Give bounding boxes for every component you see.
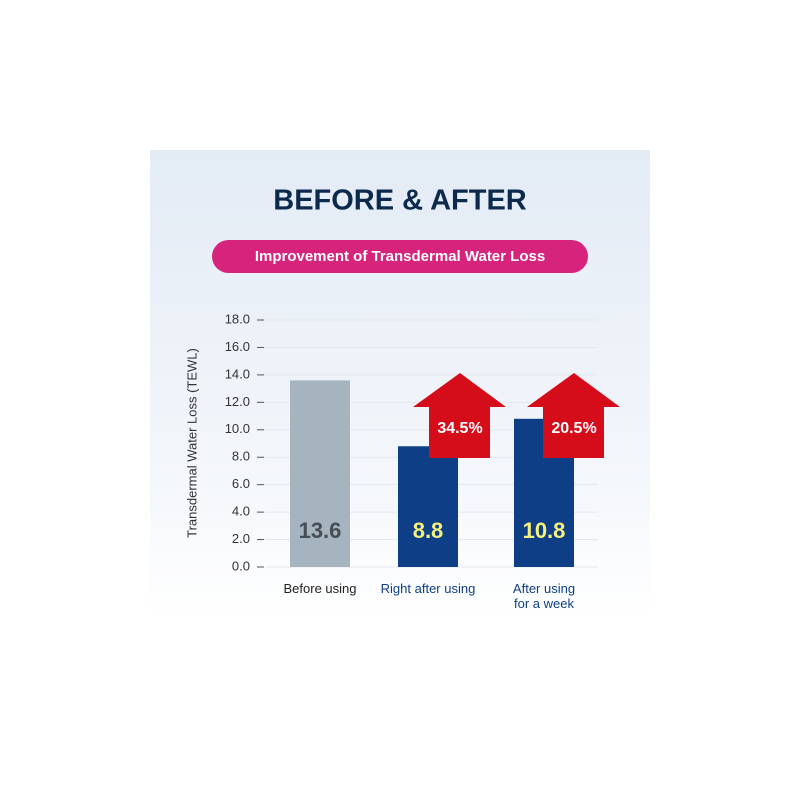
y-tick-label: 18.0 (225, 311, 250, 326)
subtitle-pill (212, 240, 588, 273)
arrow (527, 373, 620, 458)
y-tick-label: 16.0 (225, 339, 250, 354)
y-tick-label: 10.0 (225, 421, 250, 436)
y-tick-label: 14.0 (225, 366, 250, 381)
annotation: 20.5% (551, 420, 596, 437)
x-tick-label: Right after using (380, 581, 476, 596)
x-tick-label: After using for a week (512, 581, 576, 611)
y-axis-label: Transdermal Water Loss (TEWL) (184, 348, 199, 538)
y-tick-label: 6.0 (232, 476, 250, 491)
y-tick-label: 12.0 (225, 394, 250, 409)
y-tick-label: 2.0 (232, 531, 250, 546)
y-tick-label: 4.0 (232, 504, 250, 519)
y-tick-label: 0.0 (232, 558, 250, 573)
value-label: 10.8 (523, 518, 566, 543)
arrow (413, 373, 506, 458)
bar (290, 380, 350, 567)
bar (398, 446, 458, 567)
annotation: 34.5% (437, 420, 482, 437)
value-label: 8.8 (413, 518, 444, 543)
chart-subtitle: Improvement of Transdermal Water Loss (255, 248, 545, 265)
y-tick-label: 8.0 (232, 449, 250, 464)
value-label: 13.6 (299, 518, 342, 543)
x-tick-label: Before using (283, 581, 357, 596)
chart-title: BEFORE & AFTER (273, 185, 527, 217)
